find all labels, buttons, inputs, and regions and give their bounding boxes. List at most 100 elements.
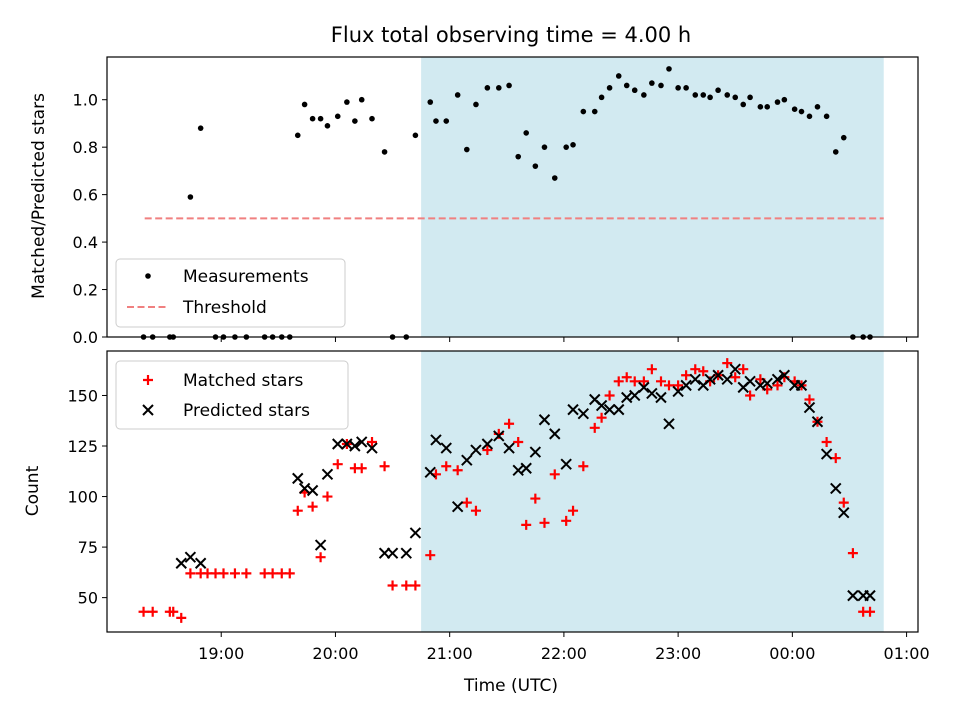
matched-star-point — [410, 580, 421, 591]
measurement-point — [381, 149, 388, 155]
measurement-point — [352, 118, 358, 124]
xtick-label: 23:00 — [655, 644, 701, 663]
measurement-point — [427, 99, 434, 105]
predicted-star-point — [689, 373, 701, 386]
measurement-point — [580, 108, 587, 115]
measurement-point — [606, 85, 613, 91]
matched-star-point — [452, 465, 463, 476]
matched-star-point — [176, 612, 187, 623]
measurement-point — [707, 94, 713, 101]
matched-star-point — [367, 436, 378, 447]
legend-predicted-marker — [142, 404, 154, 416]
ytick-label: 0.0 — [73, 328, 98, 347]
predicted-star-point — [440, 442, 452, 454]
predicted-star-point — [306, 484, 319, 497]
count-legend: Matched stars Predicted stars — [115, 360, 349, 430]
predicted-star-point — [820, 448, 833, 460]
ratio-panel: 0.0 0.2 0.4 0.6 0.8 1.0 Matched/Predicted sta… — [29, 56, 919, 347]
predicted-star-point — [366, 442, 378, 454]
measurement-point — [764, 104, 771, 110]
predicted-star-point — [349, 440, 361, 452]
matched-star-point — [504, 418, 515, 429]
predicted-star-point — [838, 507, 850, 519]
matched-star-point — [441, 461, 452, 472]
predicted-star-point — [520, 462, 532, 474]
matched-star-point — [229, 568, 240, 579]
legend-predicted-label: Predicted stars — [183, 401, 310, 421]
matched-star-point — [838, 497, 849, 508]
measurement-point — [197, 125, 204, 131]
predicted-star-point — [549, 428, 561, 440]
observing-window-shade — [421, 57, 884, 337]
ytick-label: 1.0 — [73, 91, 98, 110]
legend-measurements-marker — [145, 273, 151, 279]
measurement-point — [473, 101, 479, 108]
matched-star-point — [379, 461, 390, 472]
legend-measurements-label: Measurements — [183, 267, 309, 287]
measurement-point — [732, 94, 739, 101]
measurement-point — [187, 194, 194, 200]
measurement-point — [823, 113, 830, 120]
predicted-star-point — [754, 379, 767, 392]
matched-star-point — [307, 501, 318, 512]
predicted-star-point — [613, 403, 625, 416]
ytick-label: 100 — [67, 488, 98, 507]
count-ylabel: Count — [23, 465, 43, 516]
matched-star-point — [681, 370, 692, 381]
matched-star-point — [267, 568, 278, 579]
measurement-point — [740, 101, 747, 108]
measurement-point — [309, 115, 316, 122]
predicted-star-point — [451, 500, 464, 513]
predicted-star-point — [847, 589, 859, 602]
measurement-point — [631, 87, 638, 94]
predicted-star-point — [811, 416, 824, 428]
matched-star-point — [241, 568, 252, 579]
matched-star-point — [138, 606, 149, 617]
matched-star-point — [513, 436, 524, 447]
predicted-star-point — [386, 547, 399, 559]
measurement-point — [334, 113, 341, 120]
ytick-label: 0.8 — [73, 138, 98, 157]
predicted-star-point — [864, 589, 876, 602]
matched-star-point — [613, 376, 624, 387]
predicted-star-point — [663, 418, 675, 430]
measurement-point — [683, 85, 689, 91]
predicted-star-point — [512, 464, 524, 476]
predicted-star-point — [430, 434, 442, 446]
measurement-point — [443, 118, 450, 124]
ytick-label: 125 — [67, 437, 98, 456]
matched-star-point — [332, 459, 343, 470]
measurement-point — [598, 94, 605, 101]
predicted-star-point — [672, 385, 684, 398]
predicted-star-point — [621, 391, 633, 404]
measurement-point — [814, 104, 821, 110]
predicted-star-point — [400, 547, 412, 559]
measurement-point — [344, 99, 350, 105]
measurement-point — [506, 82, 512, 89]
measurement-point — [641, 92, 647, 98]
predicted-star-point — [529, 446, 542, 458]
predicted-star-point — [603, 403, 616, 416]
predicted-star-point — [356, 436, 368, 448]
measurement-point — [700, 92, 707, 98]
predicted-star-point — [321, 468, 334, 481]
matched-star-point — [356, 463, 367, 474]
ratio-legend: Measurements Threshold — [115, 258, 346, 328]
measurement-point — [317, 115, 324, 122]
xtick-label: 22:00 — [541, 644, 587, 663]
measurement-point — [724, 92, 731, 98]
measurement-point — [454, 92, 461, 98]
predicted-star-point — [595, 399, 608, 412]
predicted-star-point — [424, 466, 436, 479]
matched-star-point — [530, 493, 541, 504]
measurement-point — [495, 85, 502, 91]
ytick-label: 75 — [78, 538, 98, 557]
matched-star-point — [804, 394, 815, 405]
measurement-point — [433, 118, 439, 124]
predicted-star-point — [704, 373, 716, 386]
measurement-point — [832, 149, 839, 155]
matched-star-point — [589, 422, 600, 433]
measurement-point — [515, 153, 522, 160]
predicted-star-point — [298, 482, 311, 495]
predicted-star-point — [194, 557, 207, 569]
